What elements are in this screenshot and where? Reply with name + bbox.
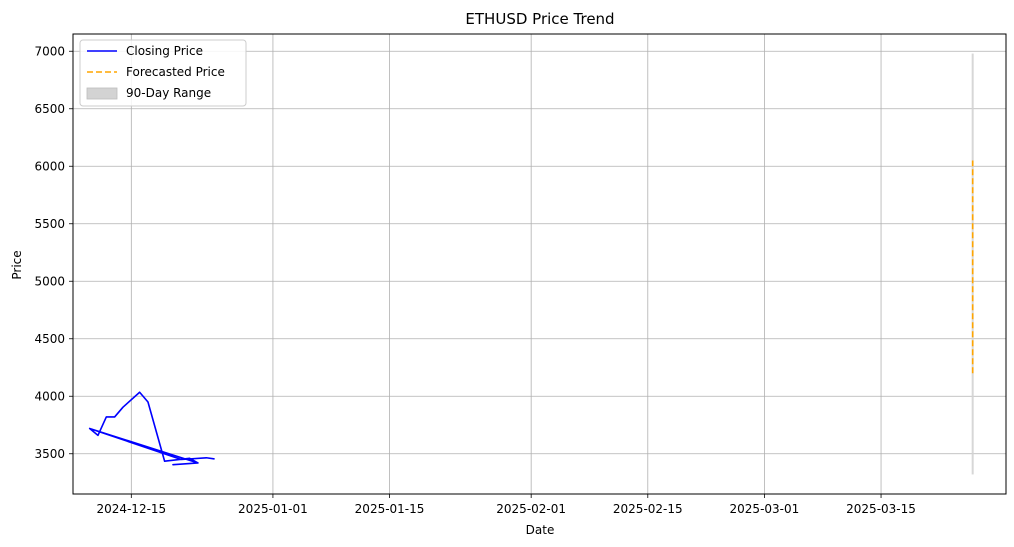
y-tick-label: 5500 (34, 217, 65, 231)
x-axis-label: Date (526, 523, 555, 537)
y-axis-label: Price (10, 250, 24, 279)
x-tick-label: 2025-02-15 (613, 502, 683, 516)
y-tick-label: 7000 (34, 44, 65, 58)
legend-swatch (86, 87, 118, 100)
legend-box (79, 39, 247, 107)
y-tick-label: 6500 (34, 102, 65, 116)
grid-lines (73, 34, 1006, 494)
x-tick-label: 2025-03-01 (730, 502, 800, 516)
y-tick-label: 5000 (34, 274, 65, 288)
chart-title: ETHUSD Price Trend (465, 10, 614, 28)
y-tick-label: 6000 (34, 159, 65, 173)
y-tick-label: 4500 (34, 332, 65, 346)
y-tick-label: 4000 (34, 389, 65, 403)
x-tick-label: 2025-03-15 (846, 502, 916, 516)
legend-label: 90-Day Range (126, 86, 211, 100)
x-tick-label: 2025-02-01 (496, 502, 566, 516)
x-tick-label: 2025-01-15 (355, 502, 425, 516)
series-layer (88, 160, 974, 466)
series-line (88, 391, 215, 466)
legend: Closing Price Forecasted Price 90-Day Rang… (79, 39, 247, 107)
y-tick-label: 3500 (34, 447, 65, 461)
x-tick-label: 2024-12-15 (96, 502, 166, 516)
y-axis-ticks: 3500 4000 4500 5000 5500 6000 6500 7000 (34, 44, 73, 461)
legend-label: Closing Price (126, 44, 203, 58)
x-axis-ticks: 2024-12-15 2025-01-01 2025-01-15 2025-02-01… (96, 494, 916, 516)
x-tick-label: 2025-01-01 (238, 502, 308, 516)
plot-frame (72, 33, 1007, 495)
legend-label: Forecasted Price (126, 65, 225, 79)
